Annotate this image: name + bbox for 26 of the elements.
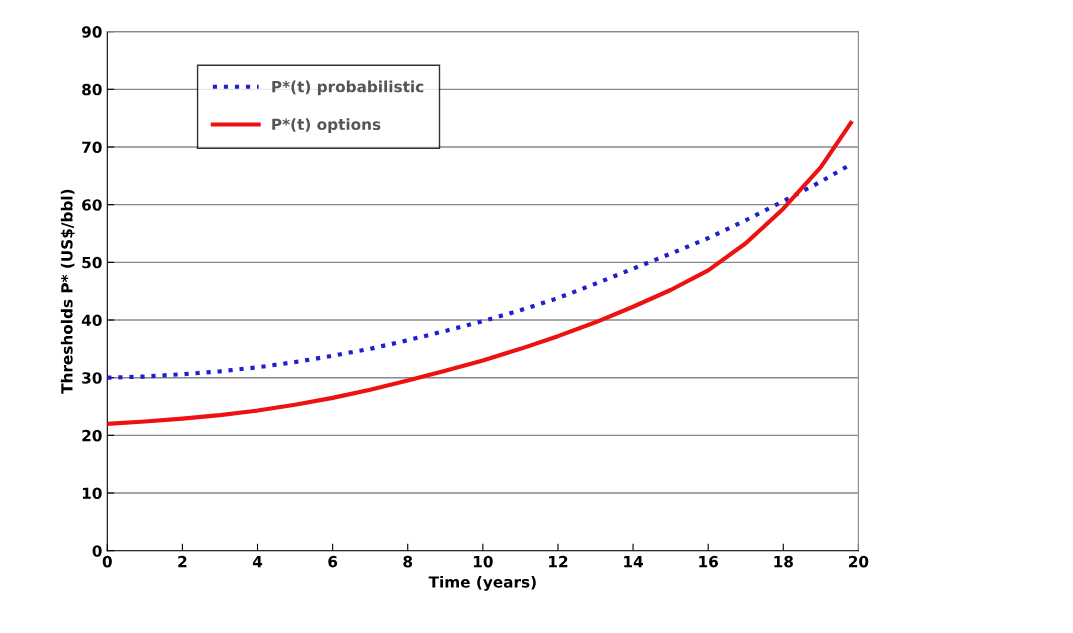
legend-label: P*(t) probabilistic [272,80,424,96]
y-tick-label: 40 [81,314,102,327]
x-tick-label: 0 [102,555,112,568]
y-tick-label: 30 [82,372,102,384]
x-tick-label: 14 [624,556,643,568]
y-tick-label: 50 [82,256,102,269]
y-tick-label: 80 [82,83,102,96]
x-tick-label: 2 [178,555,187,568]
x-tick-label: 16 [699,555,718,568]
legend-label: P*(t) options [272,118,381,134]
x-tick-label: 12 [549,555,568,568]
y-tick-label: 60 [82,199,102,211]
x-tick-label: 8 [403,555,413,568]
y-tick-label: 70 [82,141,102,154]
x-tick-label: 20 [848,555,869,568]
y-tick-label: 20 [82,429,102,442]
y-axis-title: Thresholds P* (US$/bbl) [60,189,75,394]
x-axis-title: Time (years) [428,575,536,591]
y-tick-label: 90 [81,26,102,38]
x-tick-label: 4 [252,556,263,568]
y-tick-label: 0 [92,545,102,557]
x-tick-label: 18 [774,555,793,568]
x-tick-label: 6 [328,555,338,568]
y-tick-label: 10 [82,487,102,500]
line-series [107,120,853,426]
x-tick-label: 10 [473,555,493,568]
